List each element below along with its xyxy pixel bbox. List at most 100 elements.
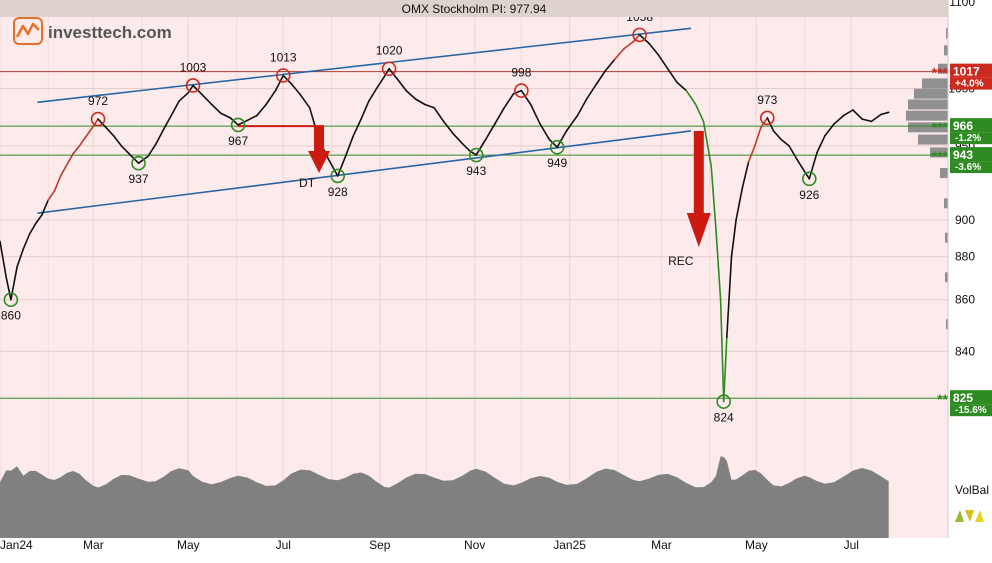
price-segment xyxy=(475,138,487,156)
price-segment xyxy=(702,120,713,167)
price-segment xyxy=(788,145,798,160)
price-segment xyxy=(201,94,213,106)
y-tick-label: 1100 xyxy=(949,0,975,9)
brand-name: investtech.com xyxy=(48,23,172,42)
level-stars: *** xyxy=(932,119,949,135)
extreme-marker-low xyxy=(330,168,346,184)
x-tick-label: Jan24 xyxy=(0,538,33,552)
price-segment xyxy=(852,109,864,120)
price-segment xyxy=(147,143,157,158)
price-segment xyxy=(715,227,722,301)
level-value: 943 xyxy=(953,148,973,162)
x-tick-label: Mar xyxy=(83,538,104,552)
extreme-marker-high xyxy=(381,61,397,77)
price-segment xyxy=(120,145,130,155)
x-tick-label: Sep xyxy=(369,538,391,552)
x-tick-label: Mar xyxy=(651,538,672,552)
price-segment xyxy=(503,92,515,109)
price-segment xyxy=(565,114,579,132)
price-segment xyxy=(433,107,445,123)
level-change-badge xyxy=(950,77,992,90)
price-segment xyxy=(53,175,62,192)
price-segment xyxy=(735,186,744,221)
price-segment xyxy=(442,120,454,135)
price-segment xyxy=(861,118,873,123)
price-segment xyxy=(336,155,347,177)
volume-profile-bar xyxy=(938,63,948,74)
logo-wave-icon xyxy=(15,22,40,38)
price-segment xyxy=(795,158,806,173)
trend-line xyxy=(37,130,692,214)
price-segment xyxy=(676,81,688,92)
extreme-marker-low xyxy=(230,117,246,133)
extreme-label: 943 xyxy=(466,164,486,178)
x-tick-label: Jul xyxy=(844,538,859,552)
extreme-marker-low xyxy=(716,394,731,409)
volume-balance-icon xyxy=(955,510,984,522)
x-tick-label: May xyxy=(177,538,200,552)
level-change: -1.2% xyxy=(955,133,981,144)
price-segment xyxy=(880,111,890,116)
price-segment xyxy=(632,34,641,43)
price-segment xyxy=(0,240,7,279)
price-segment xyxy=(16,248,25,268)
price-segment xyxy=(520,89,532,106)
price-segment xyxy=(414,98,426,106)
price-segment xyxy=(383,67,390,78)
price-segment xyxy=(22,233,31,250)
level-value: 1017 xyxy=(953,65,980,79)
price-segment xyxy=(772,130,783,141)
price-segment xyxy=(5,276,12,301)
extreme-markers: 8609729371003967101392810209439989491058… xyxy=(1,10,820,425)
trend-line xyxy=(37,27,692,104)
price-segment xyxy=(105,126,115,137)
price-segment xyxy=(84,125,95,138)
extreme-label: 949 xyxy=(547,156,567,170)
volume-profile-bar xyxy=(908,122,948,133)
price-segment xyxy=(220,112,232,119)
extreme-marker-high xyxy=(632,27,647,43)
price-segment xyxy=(595,69,607,86)
price-segment xyxy=(685,89,697,106)
price-segment xyxy=(833,114,845,125)
volume-area xyxy=(0,456,889,538)
price-segment xyxy=(604,58,616,72)
price-segment xyxy=(41,199,50,216)
price-segment xyxy=(824,123,836,137)
price-segment xyxy=(282,74,292,85)
level-value: 825 xyxy=(953,391,973,405)
logo-mark-icon xyxy=(13,17,43,45)
level-stars: *** xyxy=(932,65,949,81)
signal-arrow-dt xyxy=(308,126,331,174)
price-segment xyxy=(170,100,180,117)
price-segment xyxy=(78,136,87,147)
price-segment xyxy=(34,214,43,225)
volume-profile-bar xyxy=(922,78,948,89)
x-tick-label: Nov xyxy=(464,538,485,552)
extreme-marker-high xyxy=(185,78,201,93)
volume-profile-bar xyxy=(906,110,948,121)
extreme-label: 928 xyxy=(328,185,348,199)
price-segment xyxy=(424,103,436,109)
price-segment xyxy=(246,114,258,122)
price-segment xyxy=(327,158,339,177)
price-segment xyxy=(28,222,37,235)
price-segment xyxy=(47,190,56,201)
extreme-marker-low xyxy=(3,292,19,307)
volume-profile-bar xyxy=(944,198,948,209)
price-segment xyxy=(694,103,705,123)
extreme-marker-high xyxy=(90,111,106,127)
price-segment xyxy=(842,109,854,117)
extreme-label: 1003 xyxy=(180,60,207,74)
volume-shape xyxy=(0,456,889,538)
price-segment xyxy=(870,113,882,123)
price-segment xyxy=(112,135,123,147)
plot-background xyxy=(0,0,948,538)
volume-profile-bar xyxy=(946,319,948,330)
price-segment xyxy=(162,114,172,131)
price-segment xyxy=(576,98,588,117)
price-segment xyxy=(59,163,68,177)
price-segment xyxy=(375,75,386,90)
extreme-label: 998 xyxy=(511,66,531,80)
